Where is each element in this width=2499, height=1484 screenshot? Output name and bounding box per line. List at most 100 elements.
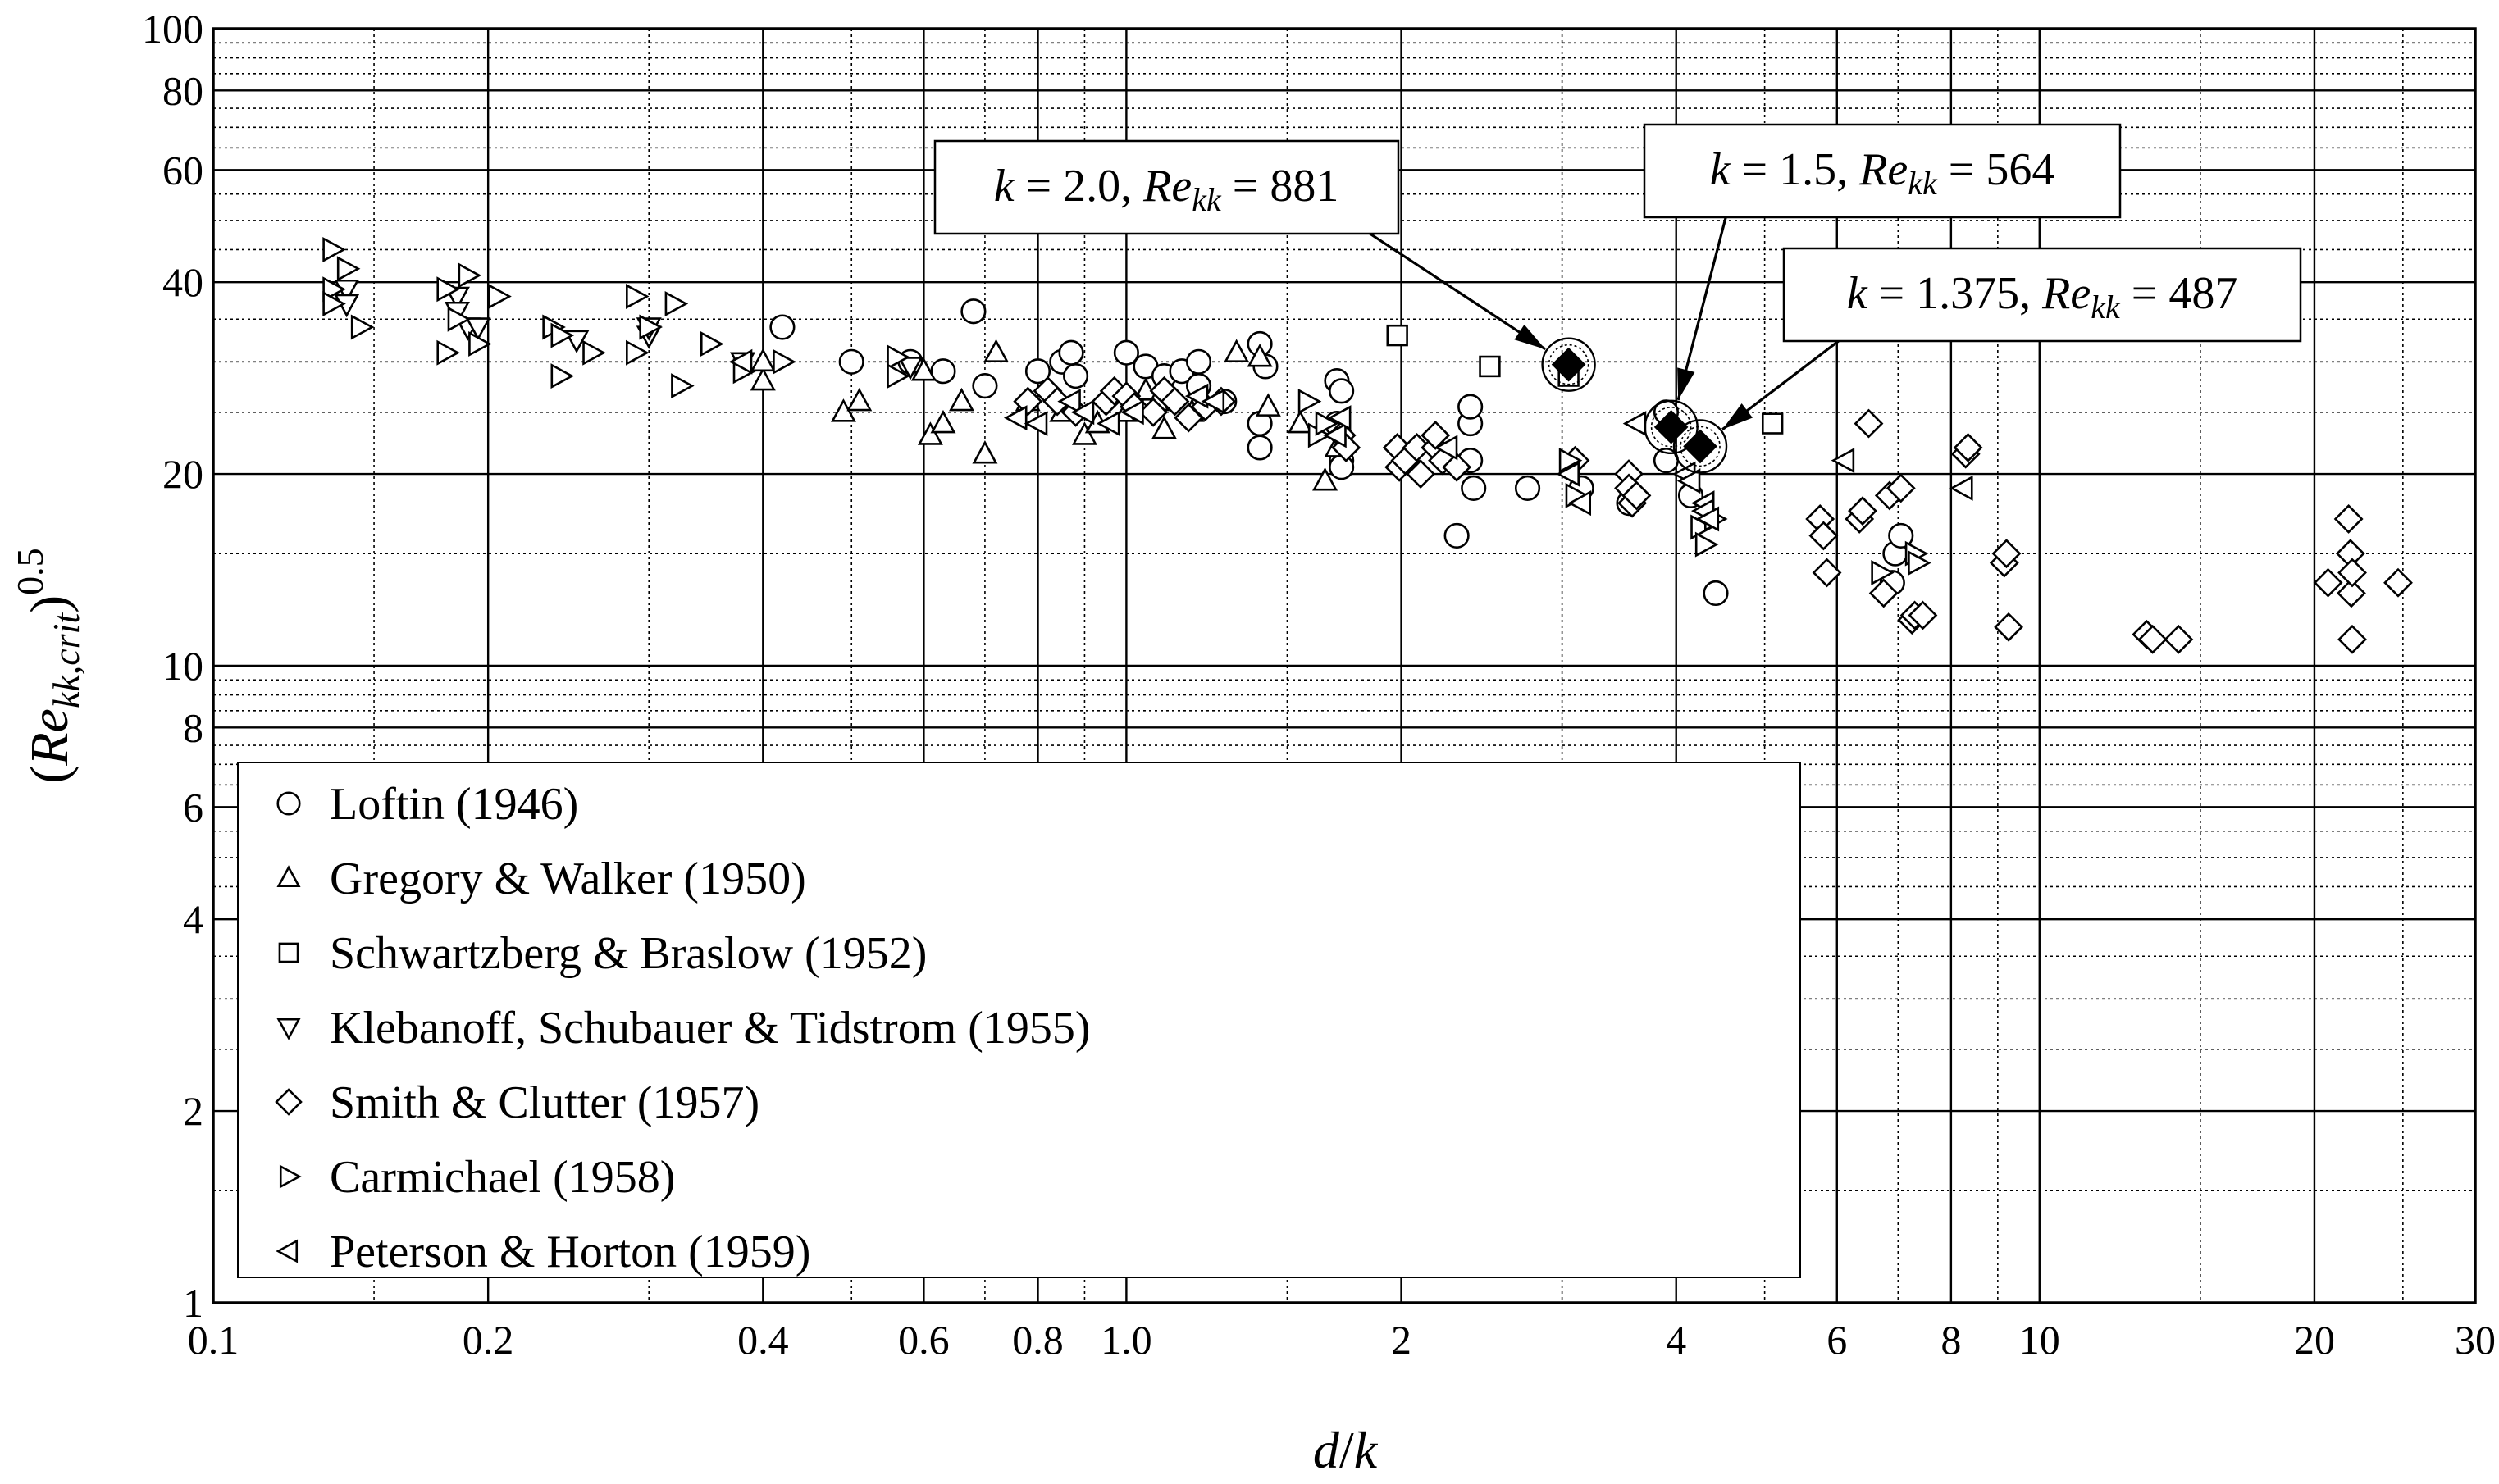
- x-tick-label: 10: [2019, 1317, 2060, 1363]
- annotation-k20: k = 2.0, Rekk = 881: [933, 139, 1400, 235]
- triangle-left-data-point: [1096, 411, 1120, 437]
- triangle-down-data-point: [465, 317, 491, 341]
- y-tick-label: 100: [142, 6, 203, 52]
- y-tick-label: 10: [162, 643, 203, 689]
- circle-data-point: [1062, 363, 1089, 389]
- diamond-data-point: [1994, 612, 2024, 642]
- x-tick-label: 8: [1940, 1317, 1961, 1363]
- circle-data-point: [1113, 339, 1139, 366]
- triangle-left-data-point: [1201, 389, 1225, 415]
- annotation-k15: k = 1.5, Rekk = 564: [1643, 123, 2122, 219]
- triangle-right-data-point: [582, 339, 606, 366]
- circle-data-point: [972, 373, 998, 399]
- triangle-right-data-point: [336, 256, 361, 282]
- annotation-arrow-head: [1722, 403, 1753, 430]
- diamond-data-point: [1868, 578, 1899, 608]
- legend-label: Loftin (1946): [330, 779, 578, 830]
- x-axis-label-d: d: [1313, 1421, 1340, 1479]
- triangle-right-data-point: [436, 276, 460, 303]
- x-tick-label: 0.4: [737, 1317, 789, 1363]
- y-tick-labels: 1 2 4 6 8 10 20 40 60 80 100: [142, 6, 203, 1326]
- y-tick-label: 2: [183, 1088, 203, 1134]
- diamond-data-point: [2336, 578, 2366, 608]
- data-points: [322, 236, 2413, 654]
- triangle-down-data-point: [897, 357, 923, 380]
- triangle-right-data-point: [468, 331, 492, 357]
- triangle-right-data-point: [773, 348, 796, 375]
- annotation-re-value: 881: [1270, 161, 1338, 212]
- y-tick-label: 40: [162, 259, 203, 305]
- triangle-right-data-point: [1558, 448, 1583, 474]
- circle-data-point: [838, 348, 864, 375]
- triangle-up-data-point: [846, 387, 873, 412]
- annotation-eq2: =: [2120, 268, 2169, 319]
- circle-data-point: [1461, 475, 1487, 501]
- triangle-up-data-point: [972, 439, 998, 464]
- highlight-diamond: [1551, 347, 1586, 382]
- annotation-eq: =: [1731, 144, 1780, 195]
- y-tick-label: 8: [183, 704, 203, 750]
- circle-data-point: [1703, 580, 1729, 607]
- annotation-re-sub: kk: [2091, 289, 2121, 325]
- circle-data-point: [1888, 522, 1914, 549]
- diamond-data-point: [2164, 624, 2194, 654]
- highlight-diamond: [1653, 409, 1689, 444]
- diamond-data-point: [1406, 459, 1436, 489]
- highlight-inner-ring: [1650, 407, 1692, 448]
- annotation-sep: ,: [1836, 144, 1859, 195]
- triangle-up-data-point: [750, 366, 776, 391]
- annotation-box: [933, 139, 1400, 235]
- triangle-up-data-point: [1224, 339, 1250, 363]
- circle-data-point: [1457, 394, 1484, 420]
- triangle-right-data-point: [458, 262, 482, 289]
- annotation-k-label: k: [1847, 268, 1868, 319]
- triangle-right-data-point: [350, 314, 375, 340]
- y-tick-label: 6: [183, 784, 203, 830]
- triangle-left-data-point: [1327, 405, 1352, 431]
- diamond-data-point: [1013, 386, 1043, 417]
- annotation-k-value: 1.375: [1916, 268, 2019, 319]
- triangle-right-data-point: [322, 236, 346, 262]
- x-tick-label: 4: [1666, 1317, 1686, 1363]
- diamond-data-point: [1854, 408, 1884, 439]
- legend-square-icon: [278, 942, 299, 963]
- diamond-data-point: [1848, 496, 1877, 526]
- triangle-right-data-point: [887, 344, 910, 371]
- triangle-left-data-point: [1003, 405, 1028, 431]
- annotation-k-value: 1.5: [1779, 144, 1836, 195]
- triangle-left-data-point: [1949, 475, 1973, 501]
- triangle-right-data-point: [1871, 559, 1895, 585]
- triangle-right-data-point: [436, 339, 460, 366]
- annotation-re-label: Re: [2041, 268, 2091, 319]
- diamond-data-point: [1908, 600, 1938, 630]
- diamond-data-point: [2333, 504, 2364, 534]
- triangle-left-data-point: [1070, 399, 1095, 426]
- annotation-box: [1782, 247, 2302, 343]
- triangle-up-data-point: [1247, 343, 1273, 367]
- plot-frame: [212, 27, 2477, 1304]
- annotation-k-label: k: [994, 161, 1015, 212]
- circle-data-point: [1443, 522, 1470, 549]
- diamond-data-point: [2337, 558, 2367, 588]
- x-tick-label: 1.0: [1101, 1317, 1152, 1363]
- triangle-up-data-point: [750, 348, 776, 372]
- x-tick-label: 20: [2294, 1317, 2335, 1363]
- triangle-right-data-point: [700, 331, 724, 357]
- triangle-right-data-point: [1694, 531, 1719, 558]
- highlight-ring: [1672, 419, 1728, 474]
- annotation-re-value: 487: [2168, 268, 2237, 319]
- triangle-up-data-point: [983, 339, 1010, 363]
- circle-data-point: [1329, 454, 1355, 480]
- highlight-diamond: [1683, 429, 1717, 464]
- triangle-left-data-point: [1567, 490, 1592, 517]
- triangle-right-data-point: [1297, 389, 1322, 415]
- annotation-arrow-line: [1344, 216, 1547, 351]
- triangle-right-data-point: [550, 363, 575, 389]
- triangle-left-data-point: [1120, 399, 1144, 426]
- legend-label: Smith & Clutter (1957): [330, 1077, 759, 1128]
- diamond-data-point: [1812, 558, 1842, 588]
- diamond-data-point: [2337, 624, 2367, 654]
- x-tick-label: 30: [2455, 1317, 2496, 1363]
- square-data-point: [1386, 324, 1408, 347]
- y-axis-label-exp: 0.5: [9, 548, 51, 595]
